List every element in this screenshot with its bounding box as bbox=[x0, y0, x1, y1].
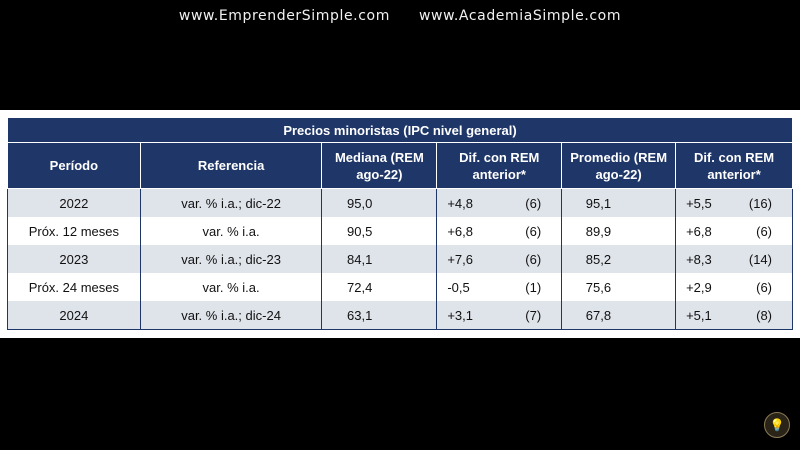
slide: Precios minoristas (IPC nivel general) P… bbox=[0, 110, 800, 338]
table-row: 2024 var. % i.a.; dic-24 63,1 +3,1 (7) 67… bbox=[7, 301, 793, 330]
cell-promedio: 95,1 bbox=[561, 188, 677, 217]
table-row: Próx. 24 meses var. % i.a. 72,4 -0,5 (1) … bbox=[7, 273, 793, 301]
dif-count: (8) bbox=[756, 307, 772, 323]
table-title: Precios minoristas (IPC nivel general) bbox=[7, 117, 793, 143]
dif-value: +5,1 bbox=[686, 307, 712, 323]
dif-count: (6) bbox=[756, 279, 772, 295]
table-row: 2023 var. % i.a.; dic-23 84,1 +7,6 (6) 85… bbox=[7, 245, 793, 273]
watermark: www.EmprenderSimple.com www.AcademiaSimp… bbox=[0, 8, 800, 24]
cell-dif-mediana: +3,1 (7) bbox=[436, 301, 563, 330]
dif-count: (16) bbox=[748, 195, 772, 211]
dif-count: (7) bbox=[525, 307, 542, 323]
cell-periodo: 2023 bbox=[7, 245, 141, 273]
header-mediana: Mediana (REM ago-22) bbox=[321, 142, 438, 189]
dif-count: (14) bbox=[748, 251, 772, 267]
header-periodo: Período bbox=[7, 142, 141, 189]
bulb-logo-icon: 💡 bbox=[764, 412, 790, 438]
dif-value: +5,5 bbox=[686, 195, 712, 211]
cell-periodo: 2022 bbox=[7, 188, 141, 217]
cell-promedio: 89,9 bbox=[561, 217, 677, 245]
cell-mediana: 90,5 bbox=[321, 217, 438, 245]
cell-referencia: var. % i.a. bbox=[139, 217, 323, 245]
table-header-row: Período Referencia Mediana (REM ago-22) … bbox=[7, 142, 793, 189]
cell-referencia: var. % i.a.; dic-23 bbox=[139, 245, 323, 273]
cell-dif-promedio: +2,9 (6) bbox=[675, 273, 793, 301]
cell-dif-mediana: +7,6 (6) bbox=[436, 245, 563, 273]
cell-mediana: 95,0 bbox=[321, 188, 438, 217]
cell-mediana: 72,4 bbox=[321, 273, 438, 301]
dif-value: +6,8 bbox=[686, 223, 712, 239]
table-title-row: Precios minoristas (IPC nivel general) bbox=[7, 117, 793, 143]
watermark-emprendersimple: www.EmprenderSimple.com bbox=[178, 8, 390, 24]
dif-count: (6) bbox=[525, 195, 542, 211]
dif-count: (6) bbox=[525, 251, 542, 267]
dif-value: +7,6 bbox=[447, 251, 473, 267]
dif-value: +4,8 bbox=[447, 195, 473, 211]
cell-dif-mediana: +4,8 (6) bbox=[436, 188, 563, 217]
dif-count: (1) bbox=[525, 279, 542, 295]
cell-mediana: 84,1 bbox=[321, 245, 438, 273]
header-promedio: Promedio (REM ago-22) bbox=[561, 142, 677, 189]
dif-value: +6,8 bbox=[447, 223, 473, 239]
cell-dif-promedio: +8,3 (14) bbox=[675, 245, 793, 273]
cell-promedio: 75,6 bbox=[561, 273, 677, 301]
cell-periodo: Próx. 12 meses bbox=[7, 217, 141, 245]
cell-dif-mediana: -0,5 (1) bbox=[436, 273, 563, 301]
dif-value: -0,5 bbox=[447, 279, 470, 295]
cell-dif-promedio: +6,8 (6) bbox=[675, 217, 793, 245]
dif-value: +2,9 bbox=[686, 279, 712, 295]
cell-dif-mediana: +6,8 (6) bbox=[436, 217, 563, 245]
cell-referencia: var. % i.a. bbox=[139, 273, 323, 301]
watermark-academiasimple: www.AcademiaSimple.com bbox=[419, 8, 622, 24]
header-dif-promedio: Dif. con REM anterior* bbox=[675, 142, 793, 189]
cell-referencia: var. % i.a.; dic-24 bbox=[139, 301, 323, 330]
ipc-table: Precios minoristas (IPC nivel general) P… bbox=[7, 117, 793, 330]
cell-mediana: 63,1 bbox=[321, 301, 438, 330]
dif-value: +3,1 bbox=[447, 307, 473, 323]
cell-dif-promedio: +5,1 (8) bbox=[675, 301, 793, 330]
cell-referencia: var. % i.a.; dic-22 bbox=[139, 188, 323, 217]
cell-promedio: 67,8 bbox=[561, 301, 677, 330]
cell-dif-promedio: +5,5 (16) bbox=[675, 188, 793, 217]
cell-periodo: 2024 bbox=[7, 301, 141, 330]
header-referencia: Referencia bbox=[139, 142, 323, 189]
table-row: Próx. 12 meses var. % i.a. 90,5 +6,8 (6) … bbox=[7, 217, 793, 245]
cell-periodo: Próx. 24 meses bbox=[7, 273, 141, 301]
dif-count: (6) bbox=[525, 223, 542, 239]
cell-promedio: 85,2 bbox=[561, 245, 677, 273]
dif-value: +8,3 bbox=[686, 251, 712, 267]
dif-count: (6) bbox=[756, 223, 772, 239]
header-dif-mediana: Dif. con REM anterior* bbox=[436, 142, 563, 189]
table-row: 2022 var. % i.a.; dic-22 95,0 +4,8 (6) 95… bbox=[7, 188, 793, 217]
